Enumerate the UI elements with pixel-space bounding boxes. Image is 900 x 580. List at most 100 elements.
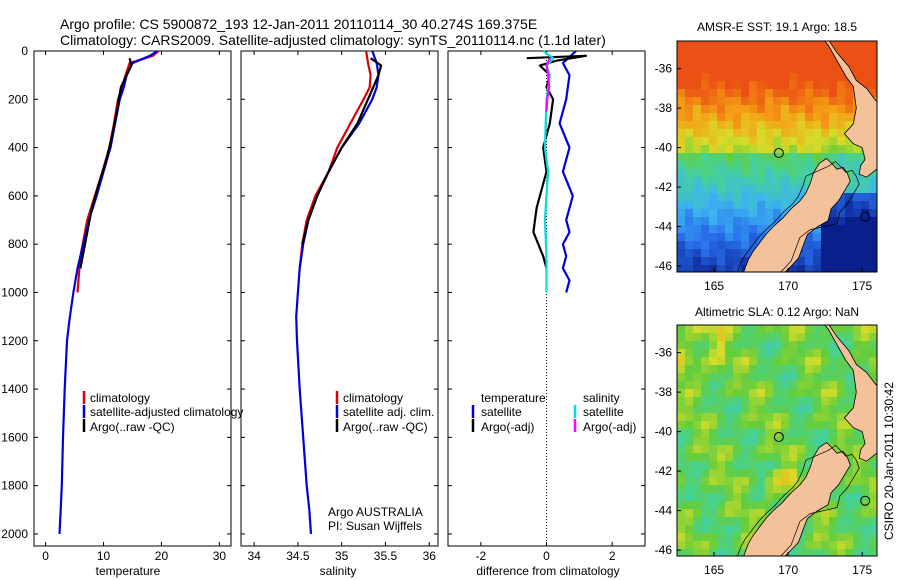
map-cell (685, 185, 694, 194)
legend-label-temp-argo: Argo(-adj) (481, 420, 534, 434)
map-cell (861, 41, 870, 50)
map-cell (797, 169, 806, 178)
map-cell (773, 81, 782, 90)
map-cell (789, 357, 798, 366)
lat-tick-label: -44 (655, 504, 673, 518)
map-cell (813, 397, 822, 406)
map-cell (805, 357, 814, 366)
map-cell (693, 145, 702, 154)
map-cell (709, 89, 718, 98)
salinity-panel: salinity 34 34.5 35 35.5 36 climatology sate… (241, 51, 438, 578)
map-cell (781, 113, 790, 122)
map-cell (789, 153, 798, 162)
map-cell (869, 477, 878, 486)
map-cell (709, 97, 718, 106)
map-cell (725, 389, 734, 398)
map-cell (725, 241, 734, 250)
map-cell (733, 373, 742, 382)
map-cell (789, 185, 798, 194)
map-cell (693, 209, 702, 218)
map-cell (829, 105, 838, 114)
map-cell (757, 509, 766, 518)
map-cell (701, 485, 710, 494)
map-cell (701, 209, 710, 218)
map-cell (805, 57, 814, 66)
map-cell (797, 357, 806, 366)
map-cell (837, 257, 846, 266)
map-cell (853, 201, 862, 210)
map-cell (829, 121, 838, 130)
map-cell (725, 249, 734, 258)
map-cell (805, 381, 814, 390)
map-cell (821, 533, 830, 542)
map-cell (813, 341, 822, 350)
sla-map-title: Altimetric SLA: 0.12 Argo: NaN (695, 305, 859, 319)
map-cell (685, 225, 694, 234)
map-cell (701, 421, 710, 430)
map-cell (693, 73, 702, 82)
map-cell (741, 509, 750, 518)
map-cell (853, 485, 862, 494)
map-cell (749, 153, 758, 162)
map-cell (693, 49, 702, 58)
map-cell (701, 161, 710, 170)
map-cell (741, 153, 750, 162)
map-cell (701, 437, 710, 446)
map-cell (701, 41, 710, 50)
map-cell (845, 389, 854, 398)
map-cell (821, 89, 830, 98)
map-cell (733, 233, 742, 242)
map-cell (725, 525, 734, 534)
map-cell (797, 129, 806, 138)
map-cell (725, 493, 734, 502)
legend-label-argo: Argo(..raw -QC) (90, 420, 175, 434)
lon-tick-label: 170 (778, 279, 798, 293)
map-cell (797, 437, 806, 446)
map-cell (677, 501, 686, 510)
map-cell (685, 493, 694, 502)
map-cell (829, 517, 838, 526)
map-cell (701, 193, 710, 202)
map-cell (709, 533, 718, 542)
map-cell (853, 477, 862, 486)
map-cell (733, 389, 742, 398)
map-cell (765, 65, 774, 74)
map-cell (837, 517, 846, 526)
map-cell (717, 89, 726, 98)
map-cell (693, 389, 702, 398)
map-cell (677, 485, 686, 494)
map-cell (861, 325, 870, 334)
map-cell (677, 49, 686, 58)
map-cell (741, 341, 750, 350)
lat-tick-label: -40 (655, 425, 673, 439)
map-cell (685, 333, 694, 342)
map-cell (741, 241, 750, 250)
map-cell (709, 509, 718, 518)
map-cell (797, 97, 806, 106)
map-cell (837, 373, 846, 382)
map-cell (821, 57, 830, 66)
map-cell (693, 429, 702, 438)
map-cell (869, 461, 878, 470)
map-cell (741, 233, 750, 242)
map-cell (717, 249, 726, 258)
map-cell (741, 461, 750, 470)
map-cell (693, 493, 702, 502)
map-cell (813, 421, 822, 430)
map-cell (773, 413, 782, 422)
map-cell (829, 241, 838, 250)
map-cell (869, 533, 878, 542)
map-cell (725, 429, 734, 438)
map-cell (701, 509, 710, 518)
map-cell (701, 201, 710, 210)
map-cell (677, 201, 686, 210)
map-cell (709, 365, 718, 374)
map-cell (853, 217, 862, 226)
map-cell (853, 153, 862, 162)
salinity-axes-frame (241, 51, 438, 546)
map-cell (797, 421, 806, 430)
map-cell (693, 373, 702, 382)
map-cell (749, 57, 758, 66)
map-cell (733, 81, 742, 90)
map-cell (701, 525, 710, 534)
